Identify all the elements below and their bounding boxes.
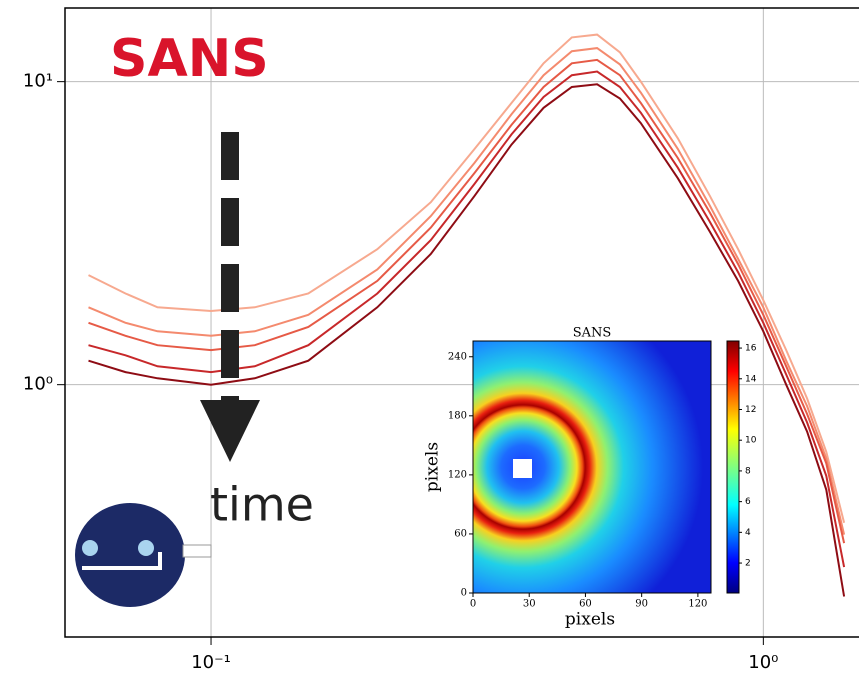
inset-x-tick-label: 30 xyxy=(523,599,536,610)
inset-x-label: pixels xyxy=(565,610,615,630)
heatmap-image xyxy=(473,341,711,593)
x-tick-label: 10⁰ xyxy=(748,652,778,673)
plot-frame xyxy=(64,7,859,638)
colorbar-tick-label: 16 xyxy=(745,344,757,354)
inset-y-tick-label: 240 xyxy=(448,351,467,362)
colorbar-tick-label: 12 xyxy=(745,405,756,415)
inset-y-tick-label: 60 xyxy=(454,528,467,539)
colorbar-tick-label: 6 xyxy=(745,497,751,507)
series-line xyxy=(88,33,846,524)
beamstop xyxy=(513,459,532,478)
series-line xyxy=(88,83,846,597)
inset-frame xyxy=(472,340,712,594)
y-tick-label: 10⁰ xyxy=(23,374,53,395)
x-tick-label: 10⁻¹ xyxy=(191,652,231,673)
colorbar-tick-label: 4 xyxy=(745,528,751,538)
inset-x-tick-label: 60 xyxy=(579,599,592,610)
series-line xyxy=(88,47,846,535)
lines xyxy=(88,33,846,597)
main-plot: 10⁻¹ 10⁰ 10⁰ 10¹ xyxy=(23,7,859,673)
series-line xyxy=(88,58,846,544)
inset-y-tick-label: 180 xyxy=(448,410,467,421)
colorbar-tick-label: 10 xyxy=(745,436,757,446)
inset-y-label: pixels xyxy=(423,442,443,492)
annotations: time SANS xyxy=(75,29,314,607)
time-arrow-head xyxy=(200,400,260,462)
time-label: time xyxy=(210,478,314,532)
inset-heatmap: SANS pixels pixels 0 30 60 90 12006012018024… xyxy=(423,326,757,630)
colorbar-tick-label: 8 xyxy=(745,466,751,476)
inset-y-tick-label: 0 xyxy=(461,588,467,599)
inset-x-tick-label: 90 xyxy=(635,599,648,610)
series-line xyxy=(88,70,846,568)
inset-title: SANS xyxy=(573,326,612,341)
colorbar xyxy=(726,340,740,594)
inset-x-tick-label: 120 xyxy=(688,599,707,610)
colorbar-tick-label: 14 xyxy=(745,374,757,384)
sans-label: SANS xyxy=(110,29,269,89)
y-tick-label: 10¹ xyxy=(23,71,53,92)
colorbar-tick-label: 2 xyxy=(745,559,751,569)
inset-x-tick-label: 0 xyxy=(470,599,476,610)
inset-y-tick-label: 120 xyxy=(448,469,467,480)
neutron-mascot xyxy=(75,503,212,607)
